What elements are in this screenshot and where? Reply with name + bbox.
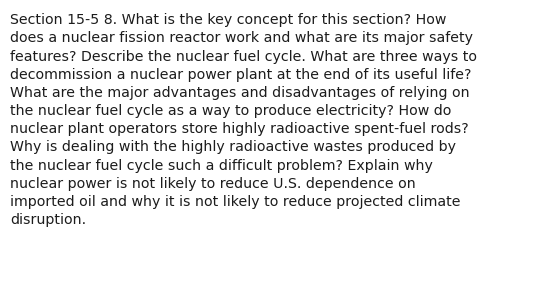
Text: Section 15-5 8. What is the key concept for this section? How
does a nuclear fis: Section 15-5 8. What is the key concept … xyxy=(10,13,477,227)
